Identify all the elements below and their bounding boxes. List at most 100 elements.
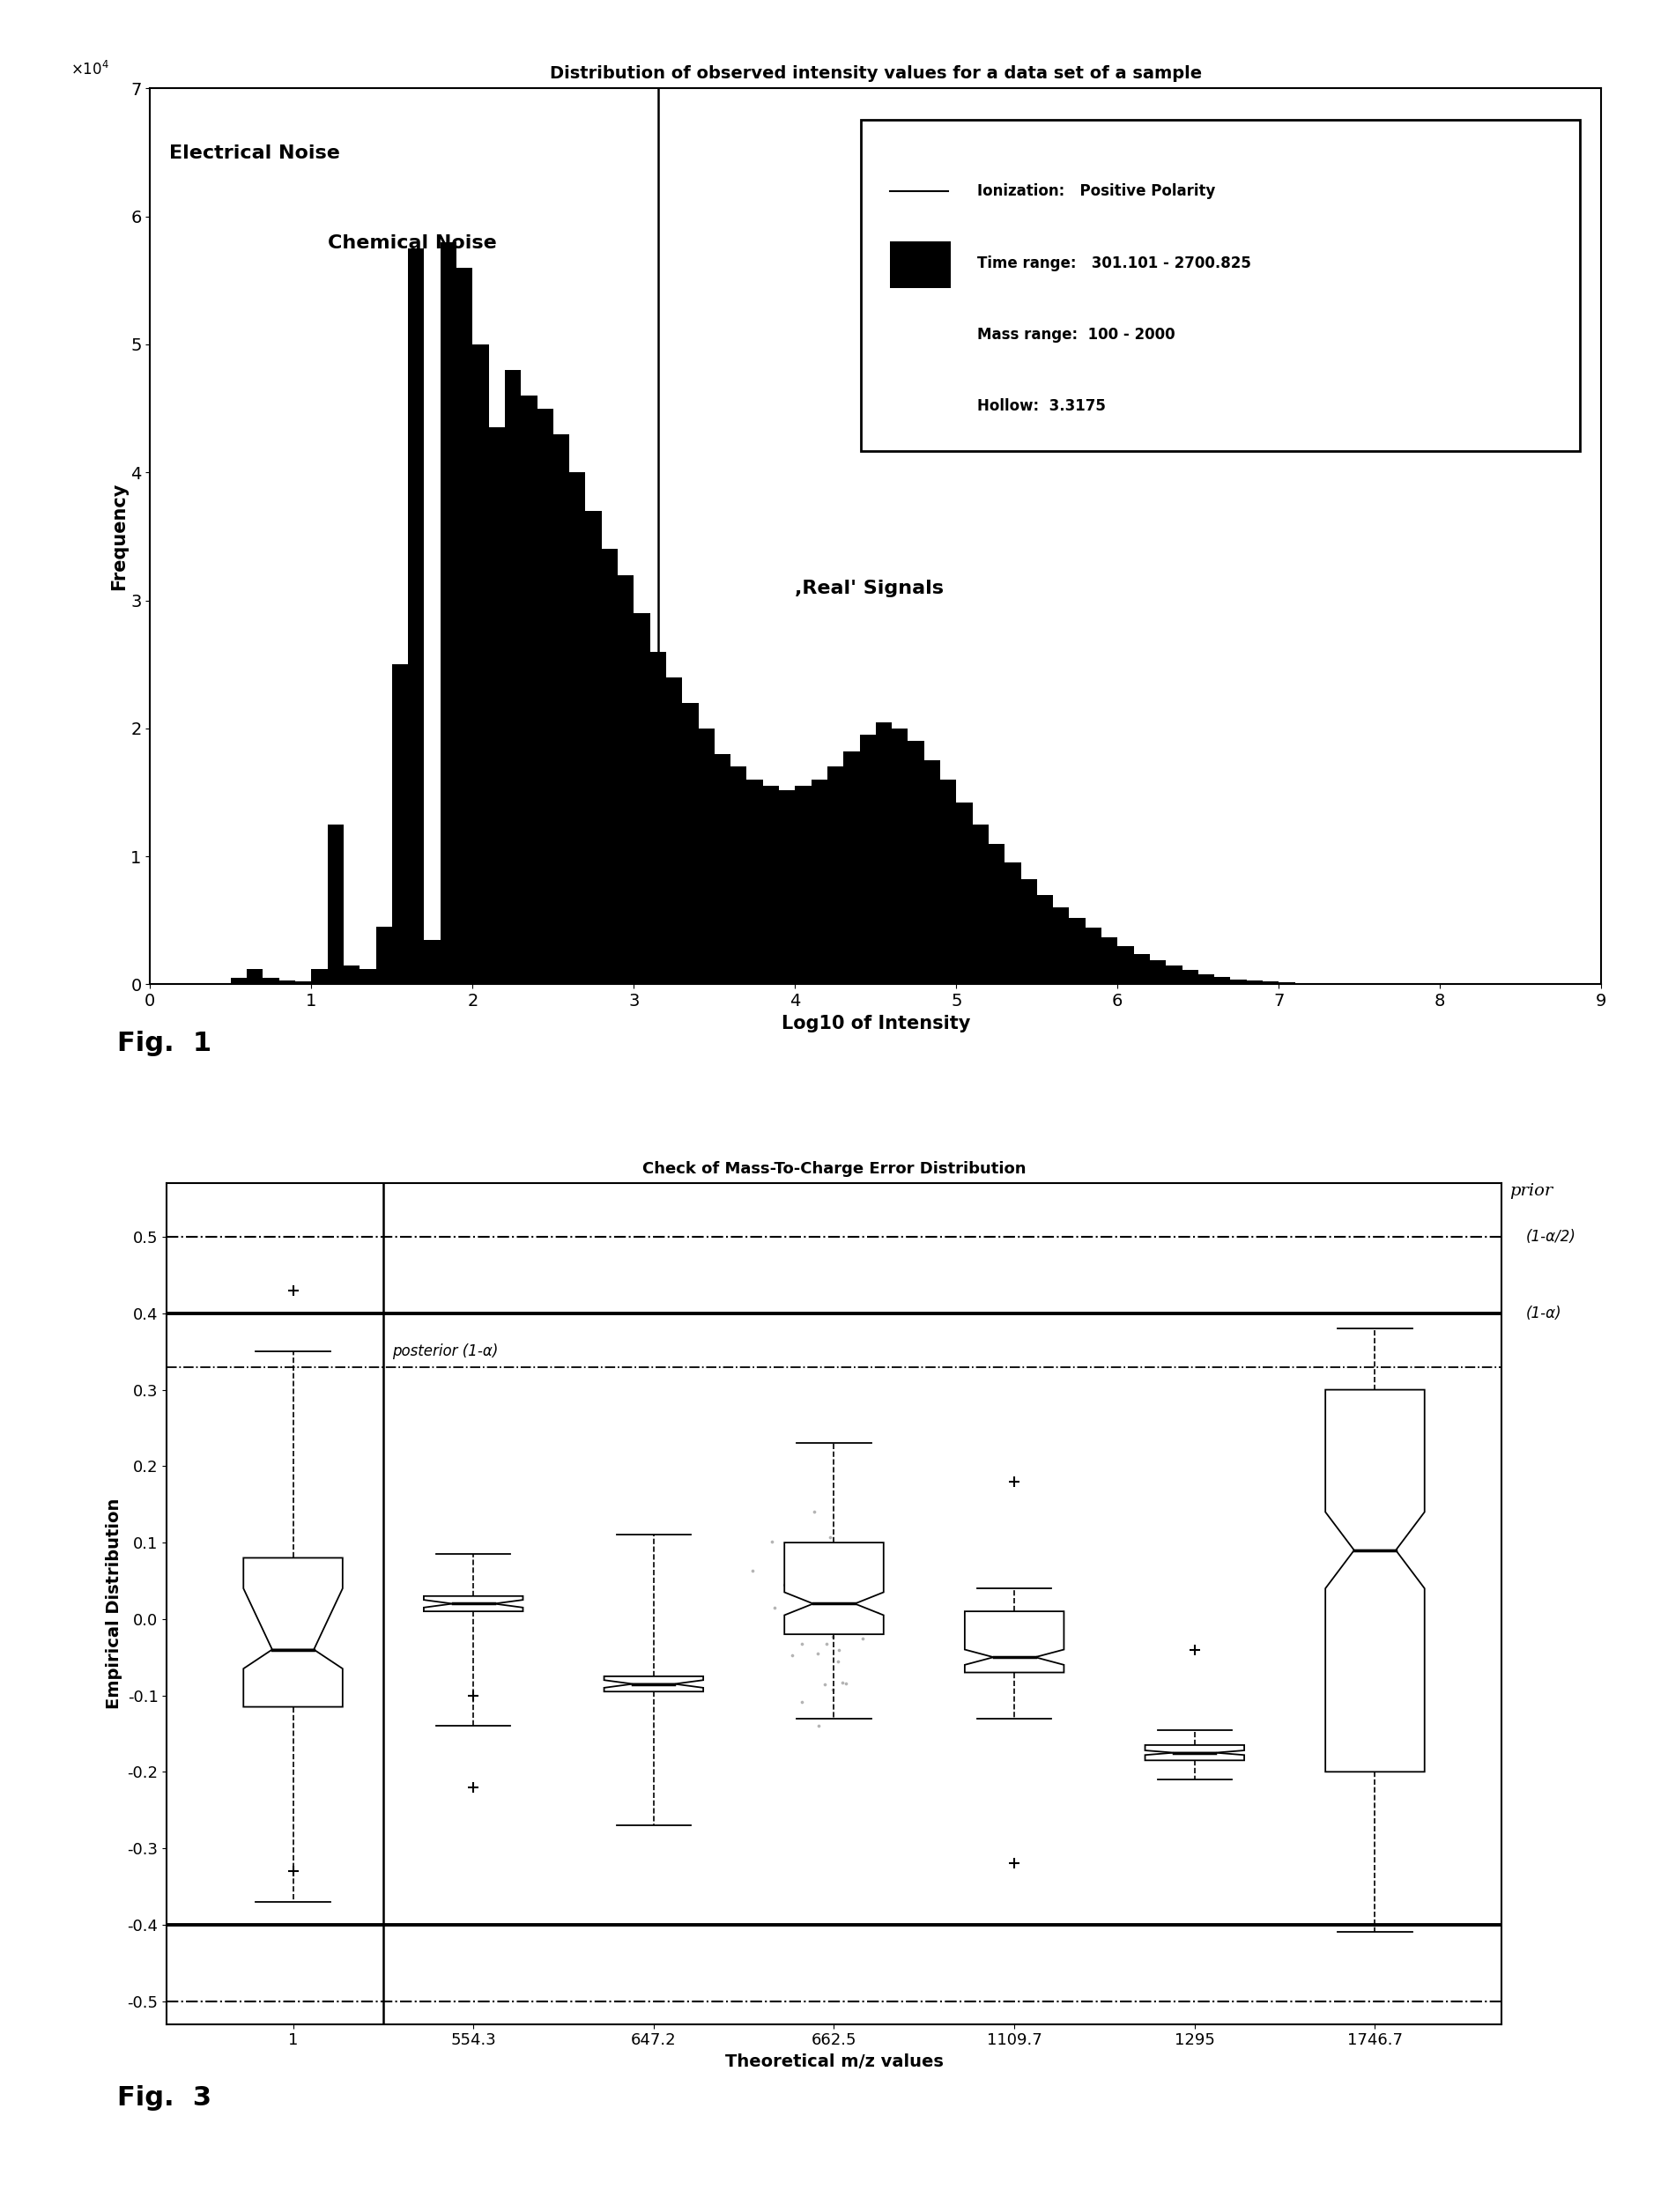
Text: Fig.  3: Fig. 3 xyxy=(117,2086,212,2110)
Point xyxy=(814,1613,841,1648)
Bar xyxy=(537,409,554,984)
Point xyxy=(804,1635,831,1670)
Text: Time range:   301.101 - 2700.825: Time range: 301.101 - 2700.825 xyxy=(977,254,1251,272)
Y-axis label: Empirical Distribution: Empirical Distribution xyxy=(105,1498,122,1710)
Text: $\times 10^4$: $\times 10^4$ xyxy=(70,62,108,80)
Title: Check of Mass-To-Charge Error Distribution: Check of Mass-To-Charge Error Distributi… xyxy=(642,1161,1026,1177)
Point xyxy=(739,1553,766,1588)
Point xyxy=(806,1708,832,1743)
Bar xyxy=(666,677,682,984)
Point xyxy=(771,1566,797,1601)
Polygon shape xyxy=(604,1677,704,1683)
Point xyxy=(789,1683,816,1719)
Polygon shape xyxy=(1326,1551,1424,1772)
Bar xyxy=(1101,938,1118,984)
Point xyxy=(819,1619,846,1655)
Bar xyxy=(472,345,489,984)
Point xyxy=(826,1632,852,1668)
Bar xyxy=(457,268,472,984)
Bar xyxy=(440,241,457,984)
Polygon shape xyxy=(964,1657,1064,1672)
Point xyxy=(802,1615,829,1650)
Point xyxy=(812,1668,839,1703)
Point xyxy=(819,1672,846,1708)
Polygon shape xyxy=(784,1542,884,1604)
Bar xyxy=(264,978,279,984)
Text: Mass range:  100 - 2000: Mass range: 100 - 2000 xyxy=(977,327,1176,343)
Bar xyxy=(714,754,731,984)
Polygon shape xyxy=(424,1597,524,1604)
FancyBboxPatch shape xyxy=(891,241,951,288)
Bar xyxy=(859,734,876,984)
Bar xyxy=(989,843,1004,984)
Point xyxy=(844,1564,871,1599)
Bar xyxy=(634,613,651,984)
Bar xyxy=(247,969,264,984)
X-axis label: Log10 of Intensity: Log10 of Intensity xyxy=(781,1015,971,1033)
Bar xyxy=(392,664,409,984)
Bar xyxy=(1118,947,1134,984)
Point xyxy=(792,1597,819,1632)
Bar xyxy=(230,978,247,984)
Polygon shape xyxy=(1144,1752,1244,1761)
Bar xyxy=(1069,918,1086,984)
Bar xyxy=(1021,880,1037,984)
Text: ,Real' Signals: ,Real' Signals xyxy=(796,580,944,597)
Point xyxy=(864,1595,891,1630)
Polygon shape xyxy=(604,1683,704,1692)
Point xyxy=(829,1666,856,1701)
Text: Ionization:   Positive Polarity: Ionization: Positive Polarity xyxy=(977,184,1216,199)
Point xyxy=(777,1606,804,1641)
Bar xyxy=(941,779,956,984)
Point xyxy=(789,1626,816,1661)
Polygon shape xyxy=(964,1610,1064,1657)
Text: posterior (1-α): posterior (1-α) xyxy=(392,1343,499,1358)
Point xyxy=(849,1621,876,1657)
Point xyxy=(824,1644,851,1679)
Bar xyxy=(1149,960,1166,984)
Bar xyxy=(602,549,617,984)
Bar xyxy=(844,752,859,984)
Point xyxy=(779,1595,806,1630)
Bar xyxy=(1231,980,1246,984)
Point xyxy=(819,1610,846,1646)
Bar xyxy=(876,721,892,984)
Title: Distribution of observed intensity values for a data set of a sample: Distribution of observed intensity value… xyxy=(550,66,1201,82)
Bar xyxy=(489,427,505,984)
Bar xyxy=(1053,907,1069,984)
Bar xyxy=(1214,978,1231,984)
Point xyxy=(832,1666,859,1701)
Point xyxy=(806,1528,832,1564)
Bar xyxy=(682,703,699,984)
Bar xyxy=(554,434,569,984)
Bar xyxy=(360,969,375,984)
Point xyxy=(801,1495,827,1531)
Text: (1-α/2): (1-α/2) xyxy=(1526,1230,1576,1245)
Bar xyxy=(972,825,989,984)
Bar xyxy=(907,741,924,984)
Bar xyxy=(731,768,747,984)
Bar xyxy=(1183,971,1198,984)
Polygon shape xyxy=(784,1604,884,1635)
Point xyxy=(794,1606,821,1641)
Bar xyxy=(1166,964,1183,984)
Point xyxy=(821,1595,847,1630)
Bar xyxy=(327,825,344,984)
Bar xyxy=(505,369,520,984)
Point xyxy=(824,1597,851,1632)
Text: Hollow:  3.3175: Hollow: 3.3175 xyxy=(977,398,1106,414)
Bar xyxy=(409,248,424,984)
Bar xyxy=(1246,980,1263,984)
Bar xyxy=(279,980,295,984)
Point xyxy=(791,1571,817,1606)
Bar xyxy=(1134,953,1149,984)
Bar xyxy=(651,653,666,984)
Bar xyxy=(892,728,907,984)
Point xyxy=(779,1637,806,1672)
Bar xyxy=(424,940,440,984)
Point xyxy=(794,1564,821,1599)
Bar xyxy=(924,761,941,984)
Point xyxy=(806,1566,832,1601)
Point xyxy=(812,1626,839,1661)
Bar xyxy=(1086,929,1101,984)
